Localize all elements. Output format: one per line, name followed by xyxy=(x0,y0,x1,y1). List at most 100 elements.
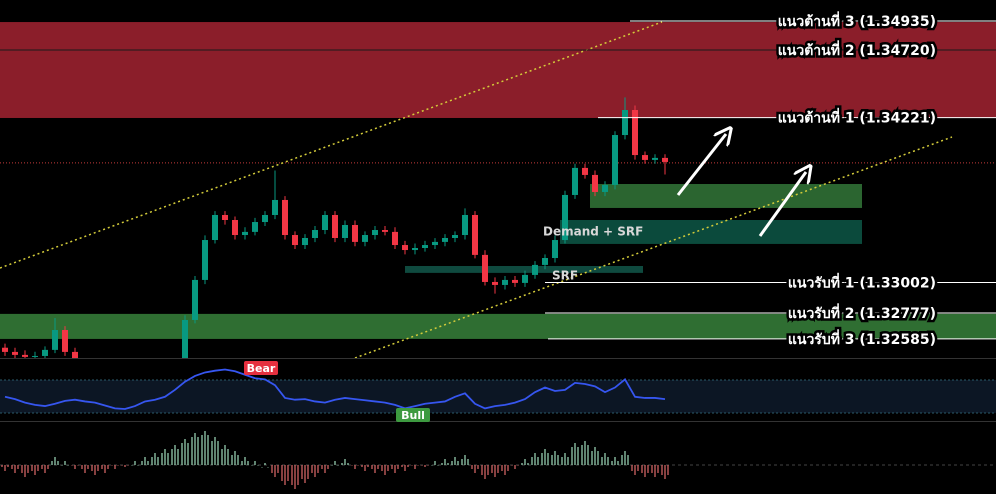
annotation-badge xyxy=(244,361,278,375)
histogram-bar xyxy=(261,467,263,468)
histogram-bar xyxy=(514,465,516,469)
candle-body xyxy=(582,167,588,175)
histogram-bar xyxy=(127,465,129,466)
histogram-bar xyxy=(481,465,483,475)
histogram xyxy=(1,431,669,489)
histogram-bar xyxy=(337,465,339,466)
histogram-bar xyxy=(1,465,3,467)
candle-body xyxy=(432,241,438,246)
histogram-bar xyxy=(131,465,133,466)
histogram-bar xyxy=(381,465,383,471)
histogram-bar xyxy=(341,463,343,465)
histogram-bar xyxy=(141,461,143,465)
histogram-bar xyxy=(581,445,583,465)
candle-body xyxy=(262,214,268,223)
histogram-bar xyxy=(14,465,16,473)
candle-body xyxy=(272,199,278,215)
histogram-bar xyxy=(411,465,413,466)
histogram-bar xyxy=(251,465,253,466)
histogram-bar xyxy=(507,465,509,471)
histogram-bar xyxy=(184,439,186,465)
histogram-bar xyxy=(151,457,153,465)
histogram-bar xyxy=(101,465,103,469)
candle-body xyxy=(402,245,408,251)
histogram-bar xyxy=(644,465,646,477)
candle-body xyxy=(362,235,368,242)
histogram-bar xyxy=(44,465,46,473)
candle-body xyxy=(562,194,568,241)
histogram-bar xyxy=(564,453,566,465)
histogram-bar xyxy=(391,465,393,469)
histogram-bar xyxy=(641,465,643,473)
histogram-bar xyxy=(404,465,406,471)
histogram-bar xyxy=(577,447,579,465)
candles xyxy=(2,97,668,358)
histogram-bar xyxy=(54,457,56,465)
histogram-bar xyxy=(297,465,299,485)
histogram-bar xyxy=(317,465,319,473)
oscillator xyxy=(4,368,666,410)
arrow xyxy=(758,172,806,237)
candle-body xyxy=(602,184,608,192)
candle-body xyxy=(2,347,8,352)
histogram-bar xyxy=(287,465,289,481)
histogram-bar xyxy=(537,457,539,465)
candle-body xyxy=(202,240,208,280)
histogram-bar xyxy=(64,461,66,465)
candle-body xyxy=(332,214,338,238)
histogram-bar xyxy=(221,449,223,465)
candle-body xyxy=(642,155,648,160)
histogram-bar xyxy=(464,455,466,465)
histogram-bar xyxy=(97,465,99,471)
candle-body xyxy=(322,214,328,231)
histogram-bar xyxy=(437,465,439,466)
histogram-bar xyxy=(604,453,606,465)
histogram-bar xyxy=(187,443,189,465)
histogram-bar xyxy=(357,465,359,466)
zone-label: Demand + SRF xyxy=(543,225,643,239)
histogram-bar xyxy=(451,461,453,465)
histogram-bar xyxy=(257,465,259,466)
histogram-bar xyxy=(77,465,79,466)
candle-body xyxy=(12,351,18,355)
histogram-bar xyxy=(61,465,63,466)
histogram-bar xyxy=(517,465,519,466)
histogram-bar xyxy=(71,465,73,466)
histogram-bar xyxy=(121,465,123,466)
candle-body xyxy=(412,248,418,251)
candle-body xyxy=(462,214,468,236)
arrow xyxy=(676,134,726,196)
level-label: แนวต้านที่ 2 (1.34720) xyxy=(778,40,936,59)
candle-body xyxy=(532,264,538,275)
histogram-bar xyxy=(407,465,409,467)
histogram-bar xyxy=(541,453,543,465)
histogram-bar xyxy=(384,465,386,475)
histogram-bar xyxy=(301,465,303,479)
histogram-bar xyxy=(241,461,243,465)
histogram-bar xyxy=(651,465,653,473)
histogram-bar xyxy=(204,431,206,465)
zone xyxy=(405,265,643,273)
histogram-bar xyxy=(274,465,276,477)
candle-body xyxy=(52,329,58,350)
histogram-bar xyxy=(21,465,23,473)
histogram-bar xyxy=(197,437,199,465)
candle-body xyxy=(622,109,628,136)
candle-body xyxy=(452,235,458,238)
histogram-bar xyxy=(567,457,569,465)
histogram-bar xyxy=(264,463,266,465)
histogram-bar xyxy=(271,465,273,473)
candle-body xyxy=(632,109,638,156)
candle-body xyxy=(652,157,658,160)
zone xyxy=(590,184,862,208)
histogram-bar xyxy=(147,461,149,465)
zone xyxy=(0,313,996,339)
histogram-bar xyxy=(387,465,389,471)
histogram-bar xyxy=(454,457,456,465)
histogram-bar xyxy=(587,445,589,465)
histogram-bar xyxy=(597,451,599,465)
candle-body xyxy=(662,157,668,162)
histogram-bar xyxy=(491,465,493,473)
annotations: Bear Bull xyxy=(244,361,430,422)
